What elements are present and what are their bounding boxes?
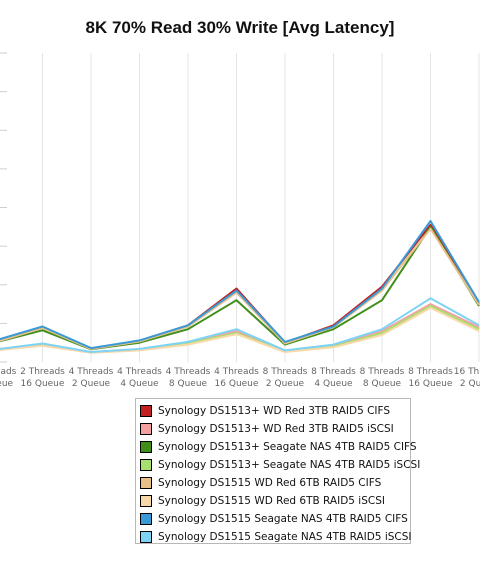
x-tick-label: 4 Threads 8 Queue bbox=[166, 367, 211, 389]
legend-swatch bbox=[140, 477, 152, 489]
series-line-6 bbox=[0, 306, 480, 354]
legend-label: Synology DS1515 Seagate NAS 4TB RAID5 iS… bbox=[158, 531, 412, 543]
x-tick-label: 4 Threads 2 Queue bbox=[69, 367, 114, 389]
x-tick-label: 2 Threads 16 Queue bbox=[20, 367, 65, 389]
legend-label: Synology DS1513+ Seagate NAS 4TB RAID5 i… bbox=[158, 459, 421, 471]
x-tick-label: 8 Threads 4 Queue bbox=[311, 367, 356, 389]
x-tick-label: 4 Threads 4 Queue bbox=[117, 367, 162, 389]
legend-swatch bbox=[140, 513, 152, 525]
legend-label: Synology DS1513+ WD Red 3TB RAID5 CIFS bbox=[158, 405, 391, 417]
legend-swatch bbox=[140, 531, 152, 543]
legend-item: Synology DS1515 WD Red 6TB RAID5 CIFS bbox=[140, 474, 410, 492]
legend-item: Synology DS1513+ WD Red 3TB RAID5 iSCSI bbox=[140, 420, 410, 438]
legend-swatch bbox=[140, 495, 152, 507]
x-tick-label: 4 Threads 16 Queue bbox=[214, 367, 259, 389]
series-line-8 bbox=[0, 297, 480, 353]
x-tick-label: 8 Threads 8 Queue bbox=[360, 367, 405, 389]
legend-item: Synology DS1513+ Seagate NAS 4TB RAID5 i… bbox=[140, 456, 420, 474]
x-tick-label: 8 Threads 2 Queue bbox=[263, 367, 308, 389]
legend-item: Synology DS1515 Seagate NAS 4TB RAID5 iS… bbox=[140, 528, 412, 546]
chart-title: 8K 70% Read 30% Write [Avg Latency] bbox=[85, 18, 395, 37]
gridlines bbox=[0, 52, 480, 363]
x-tick-label: 8 Threads 16 Queue bbox=[408, 367, 453, 389]
legend-label: Synology DS1513+ Seagate NAS 4TB RAID5 C… bbox=[158, 441, 417, 453]
legend-label: Synology DS1515 WD Red 6TB RAID5 iSCSI bbox=[158, 495, 385, 507]
legend-swatch bbox=[140, 423, 152, 435]
legend: Synology DS1513+ WD Red 3TB RAID5 CIFS Sy… bbox=[135, 398, 420, 546]
series-line-2 bbox=[0, 303, 480, 354]
series-lines bbox=[0, 220, 480, 354]
legend-label: Synology DS1513+ WD Red 3TB RAID5 iSCSI bbox=[158, 423, 394, 435]
legend-item: Synology DS1513+ WD Red 3TB RAID5 CIFS bbox=[140, 402, 410, 420]
legend-label: Synology DS1515 WD Red 6TB RAID5 CIFS bbox=[158, 477, 382, 489]
legend-item: Synology DS1513+ Seagate NAS 4TB RAID5 C… bbox=[140, 438, 417, 456]
legend-item: Synology DS1515 WD Red 6TB RAID5 iSCSI bbox=[140, 492, 410, 510]
legend-swatch bbox=[140, 405, 152, 417]
legend-swatch bbox=[140, 441, 152, 453]
legend-item: Synology DS1515 Seagate NAS 4TB RAID5 CI… bbox=[140, 510, 410, 528]
series-line-7 bbox=[0, 220, 480, 350]
legend-label: Synology DS1515 Seagate NAS 4TB RAID5 CI… bbox=[158, 513, 408, 525]
legend-swatch bbox=[140, 459, 152, 471]
